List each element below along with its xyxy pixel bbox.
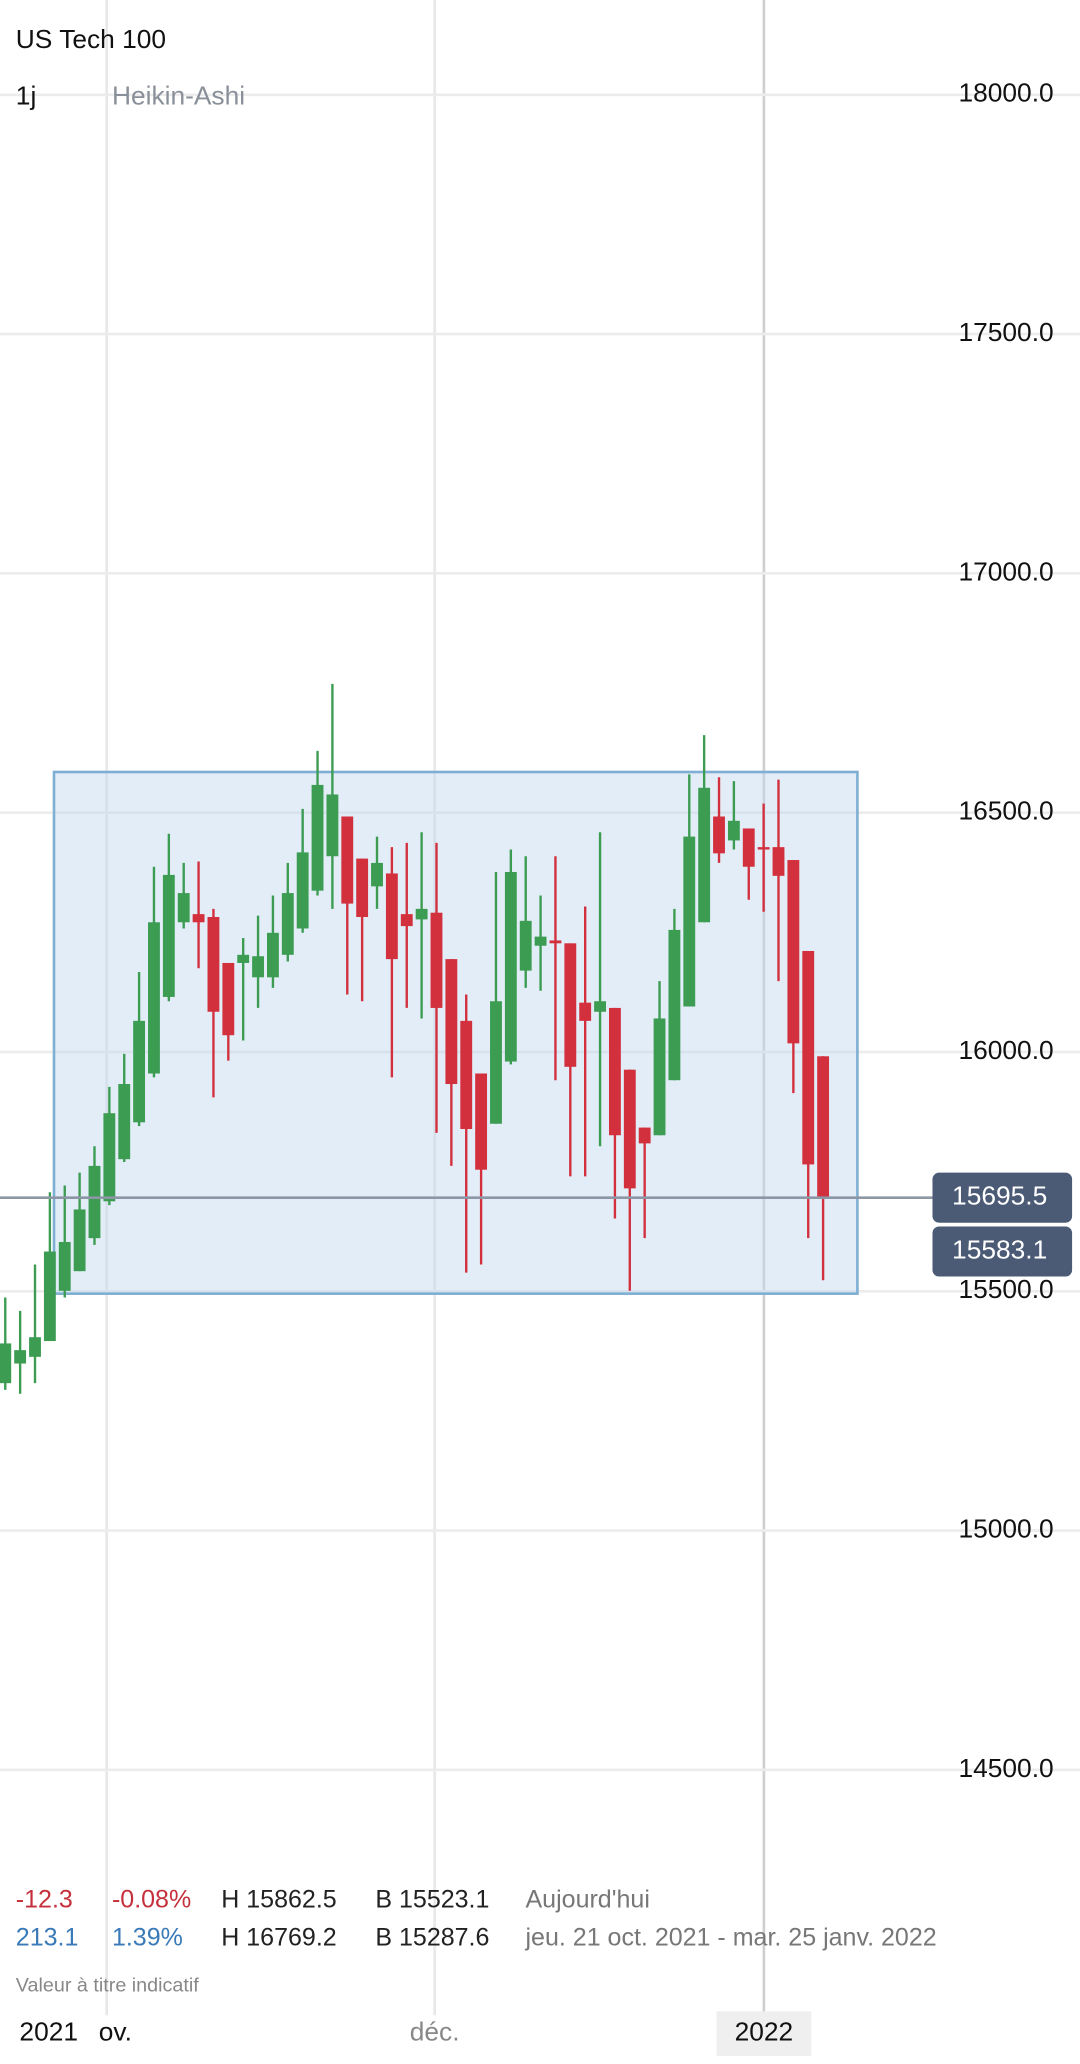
candle-body — [400, 914, 413, 927]
price-badge-label: 15695.5 — [952, 1181, 1047, 1211]
candle-body — [727, 820, 740, 841]
candle-body — [326, 794, 339, 857]
candle-body — [772, 847, 785, 876]
candle-body — [504, 872, 517, 1062]
candle-body — [296, 852, 309, 929]
candle-body — [192, 914, 205, 923]
candle-body — [88, 1165, 101, 1239]
price-badge — [932, 1172, 1073, 1223]
candle-body — [519, 920, 532, 971]
candle-body — [817, 1056, 830, 1198]
y-tick-label: 17000.0 — [958, 556, 1053, 586]
candle-body — [564, 943, 577, 1067]
y-tick-label: 15500.0 — [958, 1274, 1053, 1304]
y-tick-label: 15000.0 — [958, 1514, 1053, 1544]
plot — [0, 683, 859, 1394]
candle-body — [133, 1020, 146, 1123]
x-tick-label: ov. — [99, 2017, 132, 2047]
candle-body — [29, 1337, 41, 1357]
candle-body — [341, 816, 354, 904]
candle-body — [579, 1002, 592, 1021]
candle-body — [802, 950, 815, 1165]
y-tick-label: 18000.0 — [958, 78, 1053, 108]
candle-body — [222, 962, 235, 1036]
chart-title: US Tech 100 — [16, 24, 166, 54]
y-tick-label: 16500.0 — [958, 796, 1053, 826]
x-label-bg — [716, 2011, 812, 2057]
price-badge — [932, 1226, 1073, 1277]
interval[interactable]: 1j — [16, 80, 36, 110]
candle-body — [683, 836, 696, 1007]
candle-body — [742, 828, 755, 867]
y-tick-label: 17500.0 — [958, 317, 1053, 347]
note: Valeur à titre indicatif — [16, 1975, 199, 1997]
candle-body — [385, 873, 398, 960]
candle-body — [594, 1001, 606, 1012]
candle-body — [445, 959, 458, 1085]
candle-body — [757, 847, 770, 850]
candle-body — [653, 1018, 666, 1136]
candle-body — [43, 1251, 56, 1342]
candle-body — [237, 954, 250, 963]
stat: -12.3 — [16, 1885, 73, 1913]
candle-body — [252, 956, 264, 978]
stat: Aujourd'hui — [526, 1885, 650, 1913]
candle-body — [371, 862, 383, 887]
candle-body — [549, 940, 562, 944]
grid — [0, 0, 1080, 2016]
stat: 1.39% — [112, 1923, 183, 1951]
chart-style[interactable]: Heikin-Ashi — [112, 80, 245, 110]
candle-body — [118, 1084, 131, 1160]
candle-body — [356, 858, 369, 918]
stat: H 16769.2 — [221, 1923, 336, 1951]
candle-body — [266, 932, 279, 978]
candle-body — [698, 787, 711, 923]
x-tick-label: 2021 — [19, 2017, 78, 2047]
candle-body — [460, 1020, 473, 1130]
candle-body — [415, 908, 428, 920]
candle-body — [281, 893, 294, 955]
candle-body — [177, 893, 190, 923]
candle-body — [58, 1241, 71, 1291]
y-tick-label: 16000.0 — [958, 1035, 1053, 1065]
x-tick-label: 2022 — [735, 2017, 794, 2047]
candle-body — [73, 1209, 86, 1272]
price-badge-label: 15583.1 — [952, 1234, 1047, 1264]
candle-body — [311, 784, 324, 891]
candle-body — [623, 1069, 636, 1189]
candle-body — [475, 1073, 488, 1170]
candle-body — [787, 860, 800, 1044]
candle-body — [490, 1001, 502, 1124]
candle-body — [14, 1350, 27, 1364]
stat: -0.08% — [112, 1885, 191, 1913]
candle-body — [638, 1127, 651, 1144]
stat: 213.1 — [16, 1923, 79, 1951]
candle-body — [668, 929, 681, 1081]
y-tick-label: 14500.0 — [958, 1753, 1053, 1783]
candle-body — [609, 1007, 621, 1136]
candle-body — [207, 917, 220, 1012]
stat: B 15287.6 — [375, 1923, 489, 1951]
candle-body — [148, 922, 160, 1074]
x-label-bg — [1, 2011, 97, 2057]
stat: H 15862.5 — [221, 1885, 336, 1913]
candle-body — [0, 1343, 12, 1384]
candle-body — [713, 816, 725, 854]
stat: B 15523.1 — [375, 1885, 489, 1913]
candle-body — [162, 874, 175, 997]
x-tick-label: déc. — [410, 2017, 460, 2047]
stat: jeu. 21 oct. 2021 - mar. 25 janv. 2022 — [525, 1923, 937, 1951]
candle-body — [534, 936, 547, 946]
candle-body — [430, 912, 443, 1008]
candle-body — [103, 1113, 116, 1202]
